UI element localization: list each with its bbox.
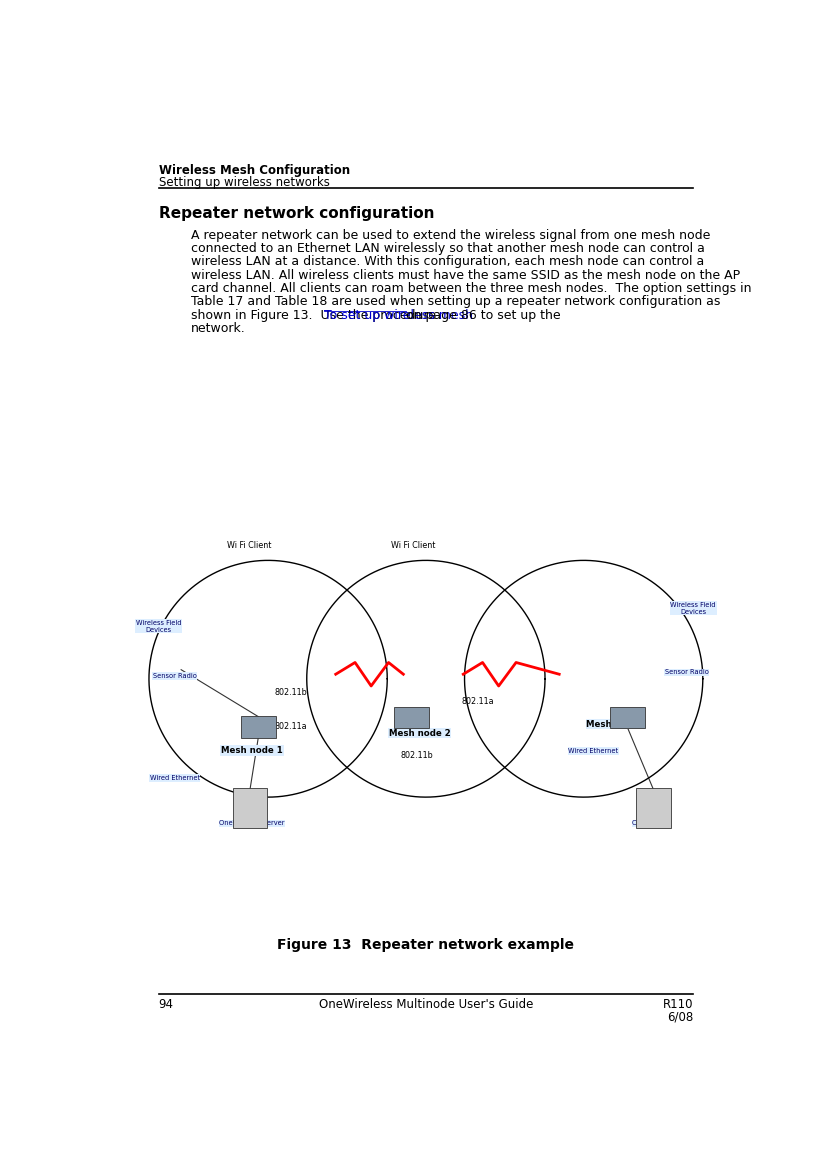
FancyBboxPatch shape [241, 716, 276, 737]
Text: Sensor Radio: Sensor Radio [665, 669, 709, 675]
Text: wireless LAN at a distance. With this configuration, each mesh node can control : wireless LAN at a distance. With this co… [191, 255, 704, 269]
Text: 6/08: 6/08 [667, 1011, 693, 1024]
Text: shown in Figure 13.  Use the procedure: shown in Figure 13. Use the procedure [191, 309, 440, 322]
Text: Mesh node3: Mesh node3 [587, 720, 645, 729]
Text: Sensor Radio: Sensor Radio [153, 673, 197, 679]
Text: Table 17 and Table 18 are used when setting up a repeater network configuration : Table 17 and Table 18 are used when sett… [191, 296, 720, 309]
Text: network.: network. [191, 322, 246, 336]
Text: Mesh node 1: Mesh node 1 [221, 745, 283, 755]
FancyBboxPatch shape [610, 707, 645, 728]
Text: OneWireless Server: OneWireless Server [219, 821, 285, 826]
Text: Client node: Client node [632, 821, 671, 826]
Text: 94: 94 [159, 998, 174, 1011]
Text: Wireless Mesh Configuration: Wireless Mesh Configuration [159, 164, 350, 177]
Text: A repeater network can be used to extend the wireless signal from one mesh node: A repeater network can be used to extend… [191, 229, 711, 242]
Text: To set up wireless mesh: To set up wireless mesh [324, 309, 477, 322]
Text: 802.11a: 802.11a [274, 722, 307, 731]
Text: Repeater network configuration: Repeater network configuration [159, 205, 434, 221]
Text: Wired Ethernet: Wired Ethernet [568, 748, 618, 754]
Text: Figure 13  Repeater network example: Figure 13 Repeater network example [278, 938, 574, 952]
Text: 802.11b: 802.11b [401, 751, 433, 761]
FancyBboxPatch shape [233, 788, 268, 828]
Text: connected to an Ethernet LAN wirelessly so that another mesh node can control a: connected to an Ethernet LAN wirelessly … [191, 242, 705, 255]
Text: 802.11b: 802.11b [274, 688, 307, 697]
Text: Wireless Field
Devices: Wireless Field Devices [671, 602, 716, 615]
FancyBboxPatch shape [395, 707, 429, 728]
Text: wireless LAN. All wireless clients must have the same SSID as the mesh node on t: wireless LAN. All wireless clients must … [191, 269, 740, 282]
Text: Setting up wireless networks: Setting up wireless networks [159, 176, 330, 189]
Text: Wi Fi Client: Wi Fi Client [391, 540, 435, 549]
Text: Wi Fi Client: Wi Fi Client [227, 540, 271, 549]
Text: 802.11a: 802.11a [461, 697, 494, 706]
FancyBboxPatch shape [636, 788, 671, 828]
Text: R110: R110 [662, 998, 693, 1011]
Text: OneWireless Multinode User's Guide: OneWireless Multinode User's Guide [319, 998, 533, 1011]
Text: Wireless Field
Devices: Wireless Field Devices [135, 620, 181, 633]
Text: Mesh node 2: Mesh node 2 [389, 729, 450, 737]
Text: card channel. All clients can roam between the three mesh nodes.  The option set: card channel. All clients can roam betwe… [191, 282, 751, 295]
Text: Wired Ethernet: Wired Ethernet [150, 775, 199, 781]
Text: on page 86 to set up the: on page 86 to set up the [406, 309, 560, 322]
